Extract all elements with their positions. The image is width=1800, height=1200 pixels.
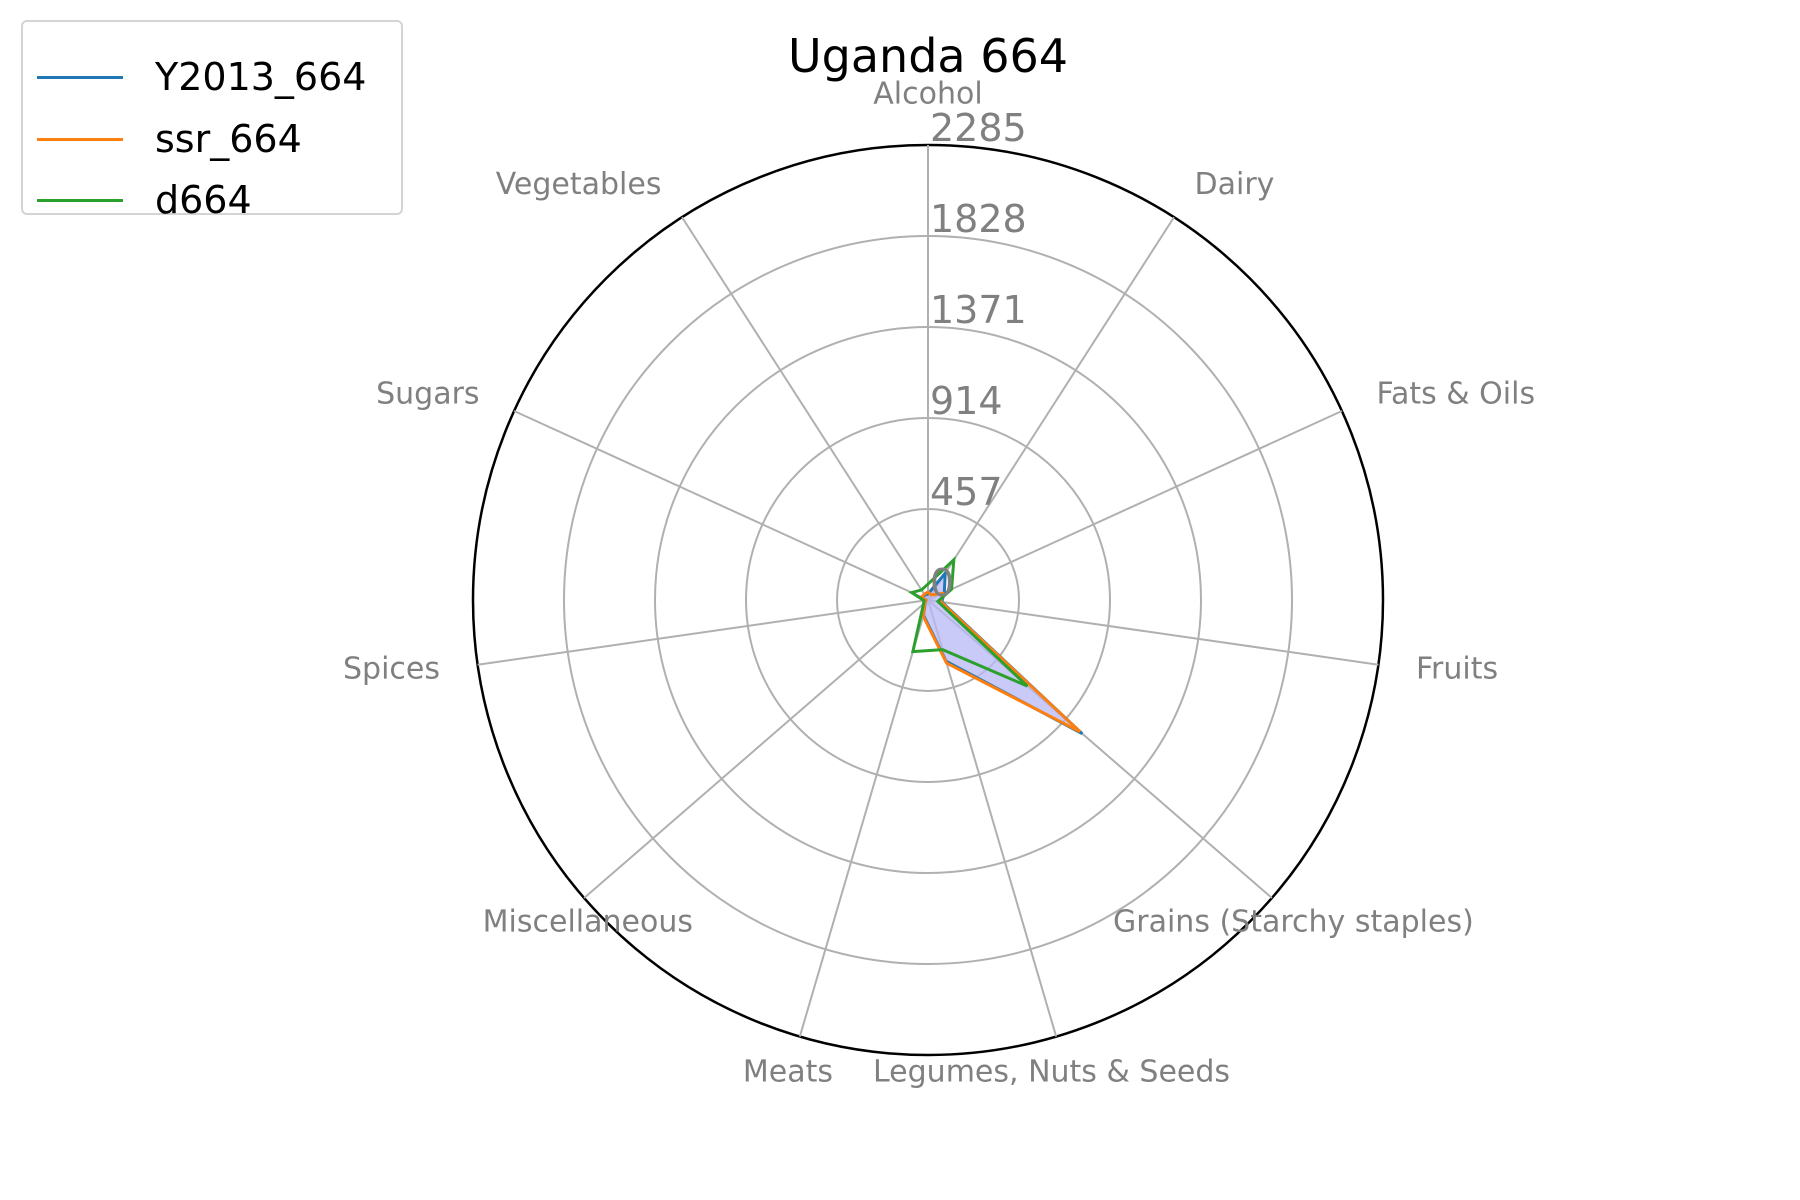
series-line-d664 [908,556,1029,688]
spoke-5 [927,599,1058,1037]
series-line-ssr-664 [919,590,1082,734]
category-label-spices: Spices [343,652,440,687]
legend-item-y2013: Y2013_664 [37,55,367,99]
category-label-alcohol: Alcohol [873,77,982,112]
category-labels: Alcohol Dairy Fats & Oils Fruits Grains (Sta… [343,77,1535,1090]
radial-tick-label-5: 2285 [930,106,1027,150]
category-label-dairy: Dairy [1195,167,1275,202]
legend-swatch-ssr [37,137,123,141]
legend-swatch-d664 [37,198,123,202]
spoke-3 [927,599,1379,666]
radial-tick-label-1: 457 [930,470,1003,514]
chart-title: Uganda 664 [788,29,1068,83]
category-label-fruits: Fruits [1416,652,1498,687]
radar-series [908,556,1084,735]
category-label-miscellaneous: Miscellaneous [483,904,693,939]
legend-label-d664: d664 [155,178,252,222]
radial-tick-label-4: 1828 [930,197,1027,241]
legend-label-ssr: ssr_664 [155,117,302,161]
legend-item-d664: d664 [37,178,252,222]
category-label-grains-starchy-staples: Grains (Starchy staples) [1113,904,1474,939]
category-label-sugars: Sugars [376,377,479,412]
category-label-meats: Meats [743,1055,833,1090]
spoke-9 [513,410,929,601]
legend-item-ssr: ssr_664 [37,117,302,161]
legend: Y2013_664 ssr_664 d664 [21,20,403,222]
category-label-vegetables: Vegetables [496,167,662,202]
spoke-8 [477,599,929,666]
spoke-10 [681,216,929,601]
radial-tick-label-2: 914 [930,379,1003,423]
spoke-1 [927,216,1175,601]
category-label-fats-oils: Fats & Oils [1376,377,1535,412]
radial-tick-label-3: 1371 [930,288,1027,332]
radar-grid [471,143,1385,1057]
spoke-6 [798,599,929,1037]
category-label-legumes-nuts-seeds: Legumes, Nuts & Seeds [873,1055,1230,1090]
spoke-2 [927,410,1343,601]
legend-swatch-y2013 [37,75,123,79]
legend-label-y2013: Y2013_664 [155,55,367,99]
radial-tick-label-0: 0 [930,561,954,605]
radial-tick-labels: 0 457 914 1371 1828 2285 [930,106,1027,605]
spoke-7 [583,599,929,899]
